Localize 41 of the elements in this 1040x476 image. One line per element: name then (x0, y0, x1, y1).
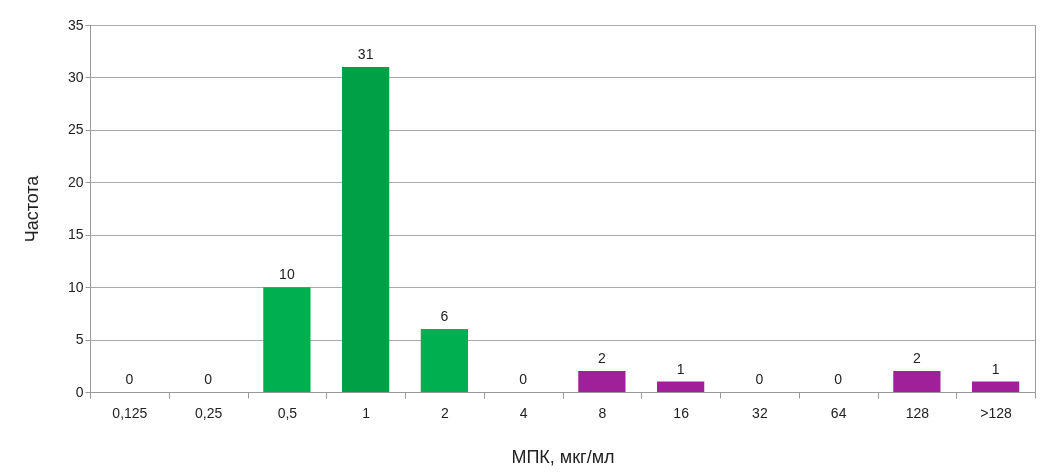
data-label: 0 (834, 371, 843, 387)
x-tick-label: >128 (980, 404, 1013, 421)
x-tick-label: 4 (519, 404, 528, 421)
bar (657, 381, 705, 392)
x-tick-label: 64 (830, 404, 847, 421)
data-label: 2 (912, 350, 921, 367)
y-tick-label: 10 (67, 278, 84, 295)
bar (342, 66, 390, 392)
y-tick-label: 25 (67, 121, 84, 138)
x-tick-label: 0,5 (277, 404, 298, 421)
data-label: 2 (597, 350, 606, 367)
data-label: 10 (279, 266, 295, 283)
y-tick-label: 35 (67, 16, 84, 33)
bar (420, 329, 468, 392)
x-tick-label: 1 (362, 404, 371, 421)
y-tick-label: 15 (67, 226, 84, 243)
x-tick-label: 128 (905, 404, 930, 421)
x-tick-label: 0,25 (195, 404, 223, 421)
y-tick-label: 0 (75, 383, 84, 400)
x-tick-label: 16 (673, 404, 690, 421)
y-tick-label: 5 (75, 331, 84, 348)
x-tick-label: 2 (440, 404, 449, 421)
data-label: 1 (676, 360, 685, 377)
x-axis-title: МПК, мкг/мл (511, 446, 615, 467)
bar (972, 381, 1020, 392)
x-tick-label: 8 (598, 404, 607, 421)
data-label: 0 (519, 371, 528, 387)
bar (578, 371, 626, 392)
data-label: 6 (440, 308, 449, 325)
bar (263, 287, 311, 392)
y-tick-label: 20 (67, 173, 84, 190)
data-label: 0 (125, 371, 134, 387)
data-label: 0 (204, 371, 213, 387)
data-label: 1 (991, 360, 1000, 377)
data-label: 31 (357, 45, 374, 62)
bar (893, 371, 941, 392)
data-label: 0 (755, 371, 764, 387)
y-axis-title: Частота (21, 174, 42, 243)
x-tick-label: 0,125 (112, 404, 148, 421)
y-tick-label: 30 (67, 68, 84, 85)
x-tick-label: 32 (752, 404, 768, 421)
